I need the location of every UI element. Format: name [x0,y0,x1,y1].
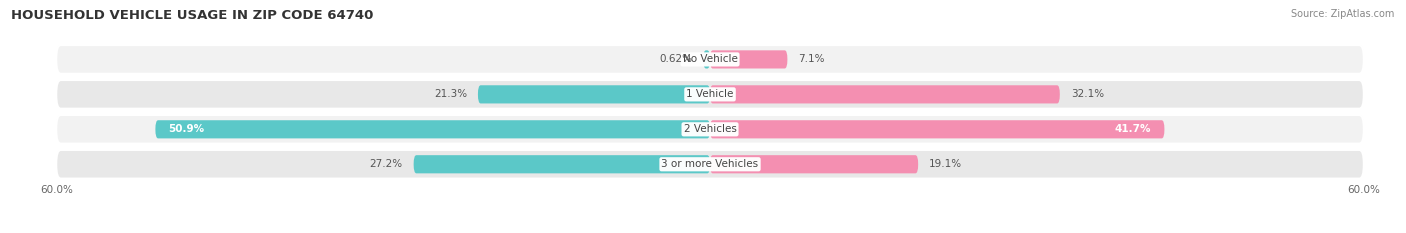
FancyBboxPatch shape [710,85,1060,103]
FancyBboxPatch shape [703,50,710,69]
FancyBboxPatch shape [56,45,1364,74]
FancyBboxPatch shape [156,120,710,138]
Text: 19.1%: 19.1% [929,159,962,169]
FancyBboxPatch shape [413,155,710,173]
FancyBboxPatch shape [710,120,1164,138]
Text: 41.7%: 41.7% [1115,124,1152,134]
Text: No Vehicle: No Vehicle [682,55,738,64]
Text: 32.1%: 32.1% [1071,89,1104,99]
Text: 2 Vehicles: 2 Vehicles [683,124,737,134]
Text: 27.2%: 27.2% [370,159,402,169]
FancyBboxPatch shape [56,115,1364,144]
Text: Source: ZipAtlas.com: Source: ZipAtlas.com [1291,9,1395,19]
FancyBboxPatch shape [710,50,787,69]
FancyBboxPatch shape [478,85,710,103]
FancyBboxPatch shape [56,80,1364,109]
FancyBboxPatch shape [56,150,1364,178]
FancyBboxPatch shape [710,155,918,173]
Text: 21.3%: 21.3% [434,89,467,99]
Text: 50.9%: 50.9% [169,124,205,134]
Text: 7.1%: 7.1% [799,55,825,64]
Text: HOUSEHOLD VEHICLE USAGE IN ZIP CODE 64740: HOUSEHOLD VEHICLE USAGE IN ZIP CODE 6474… [11,9,374,22]
Text: 1 Vehicle: 1 Vehicle [686,89,734,99]
Text: 3 or more Vehicles: 3 or more Vehicles [661,159,759,169]
Text: 0.62%: 0.62% [659,55,692,64]
